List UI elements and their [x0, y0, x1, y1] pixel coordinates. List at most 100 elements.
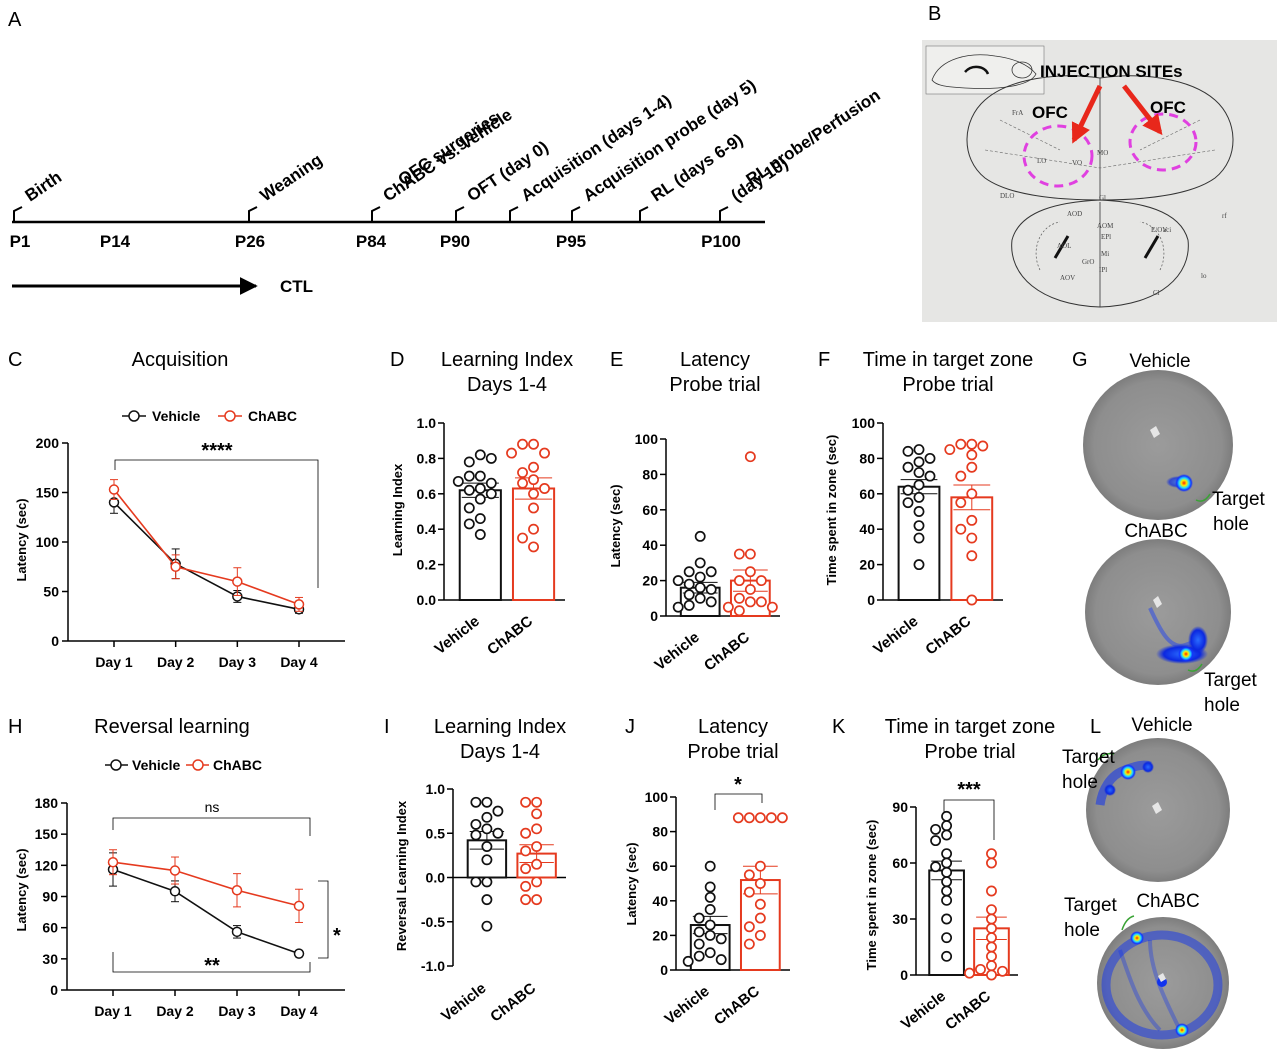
data-point-chabc	[528, 438, 539, 450]
y-tick-label: 100	[645, 789, 669, 805]
panel-l-target-1: Target	[1062, 747, 1116, 768]
data-point-chabc	[966, 594, 978, 606]
data-point-chabc	[722, 601, 734, 613]
data-point-chabc	[528, 541, 539, 553]
y-tick-label: 80	[642, 466, 658, 482]
data-point-chabc	[766, 601, 778, 613]
data-point-chabc	[765, 812, 777, 824]
data-point-chabc	[732, 812, 744, 824]
y-tick-label: 0	[867, 592, 875, 608]
data-point-chabc	[517, 532, 528, 544]
data-point-chabc	[520, 880, 532, 892]
x-category-label: Vehicle	[661, 983, 712, 1028]
panel-label-d: D	[390, 349, 404, 371]
sig-label-k: ***	[957, 779, 981, 801]
y-tick-label: 0	[51, 633, 59, 649]
atlas-label-7: AOL	[1057, 242, 1071, 250]
x-category-label: Vehicle	[870, 613, 921, 658]
y-tick-label: 20	[652, 927, 668, 943]
atlas-label-6: AOM	[1097, 222, 1114, 230]
data-point-vehicle	[694, 571, 706, 583]
panel-h-title: Reversal learning	[94, 716, 250, 738]
sig-bracket-h-top	[112, 817, 311, 836]
y-tick-label: 30	[892, 911, 908, 927]
y-tick-label: 80	[859, 450, 875, 466]
data-point-vehicle	[941, 820, 953, 832]
y-tick-label: 0	[900, 967, 908, 983]
data-point-vehicle	[930, 823, 942, 835]
atlas-label-14: aci	[1163, 226, 1171, 234]
data-point-chabc	[539, 483, 550, 494]
data-point-vehicle	[694, 582, 706, 594]
panel-c-ylabel: Latency (sec)	[14, 498, 29, 581]
sig-bracket-h-bottom	[112, 952, 311, 973]
data-point-vehicle	[902, 497, 914, 509]
l-vehicle-heat-spot	[1120, 764, 1136, 780]
data-point-chabc	[755, 596, 767, 608]
y-tick-label: 0.6	[417, 486, 437, 502]
data-point-vehicle	[481, 920, 493, 932]
data-point-chabc	[108, 484, 120, 495]
timeline-tick-label-2: P26	[235, 232, 265, 251]
panel-k-ylabel: Time spent in zone (sec)	[864, 820, 879, 971]
data-point-chabc	[520, 863, 532, 875]
data-point-vehicle	[474, 493, 486, 505]
panel-l-chabc-label: ChABC	[1136, 891, 1199, 912]
x-tick-label: Day 1	[95, 654, 133, 670]
panel-d-ylabel: Learning Index	[390, 463, 405, 556]
y-tick-label: 90	[892, 799, 908, 815]
l-chabc-circular-path	[1101, 930, 1223, 1040]
vehicle-heat-spot	[1175, 474, 1193, 492]
data-point-chabc	[517, 438, 528, 450]
data-point-vehicle	[941, 829, 953, 841]
series-line-chabc	[112, 861, 300, 907]
data-point-vehicle	[463, 456, 475, 468]
y-tick-label: 0.5	[426, 825, 446, 841]
sig-bracket-c	[114, 459, 319, 588]
panel-g-target-1b: Target	[1204, 670, 1258, 691]
data-point-chabc	[528, 474, 539, 486]
atlas-label-1: LO	[1037, 157, 1046, 165]
series-line-chabc	[113, 489, 300, 606]
panel-g: G Vehicle Target hole ChABC Target hole	[1072, 349, 1266, 716]
data-point-chabc	[531, 808, 543, 820]
y-tick-label: 120	[35, 857, 59, 873]
data-point-vehicle	[705, 566, 717, 578]
sig-label-h-bottom: **	[204, 955, 220, 977]
sig-bracket-j	[714, 793, 763, 810]
x-category-label: ChABC	[922, 613, 974, 659]
data-point-vehicle	[474, 513, 486, 525]
data-point-vehicle	[481, 894, 493, 906]
y-tick-label: 100	[635, 431, 659, 447]
data-point-vehicle	[481, 796, 493, 808]
panel-f-title-2: Probe trial	[902, 374, 993, 396]
data-point-vehicle	[704, 904, 716, 915]
x-tick-label: Day 2	[157, 654, 195, 670]
legend-c: Vehicle ChABC	[122, 408, 297, 424]
data-point-vehicle	[941, 848, 953, 860]
panel-i: I Learning Index Days 1-4 Reversal Learn…	[384, 716, 566, 1025]
data-point-chabc	[986, 913, 997, 925]
data-point-vehicle	[704, 891, 716, 903]
data-point-chabc	[293, 599, 305, 610]
y-tick-label: 0	[650, 608, 658, 624]
panel-k: K Time in target zone Probe trial Time s…	[832, 716, 1055, 1033]
legend-h-chabc-label: ChABC	[213, 757, 262, 773]
panel-d-title-1: Learning Index	[441, 349, 573, 371]
atlas-label-8: AOV	[1060, 274, 1075, 282]
y-tick-label: 0	[50, 982, 58, 998]
data-point-chabc	[986, 848, 997, 860]
panel-label-l: L	[1090, 716, 1101, 738]
sagittal-brain-outline	[931, 54, 1037, 89]
arena-chabc-center	[1153, 596, 1162, 608]
data-point-vehicle	[672, 601, 684, 613]
data-point-chabc	[966, 532, 978, 544]
panel-label-b: B	[928, 3, 941, 25]
data-point-chabc	[520, 845, 532, 857]
y-tick-label: -0.5	[421, 914, 445, 930]
data-point-vehicle	[683, 589, 695, 601]
atlas-label-3: MO	[1097, 149, 1108, 157]
chabc-target-marker	[1187, 663, 1203, 672]
timeline-tick-label-3: P84	[356, 232, 387, 251]
data-point-chabc	[986, 950, 997, 962]
